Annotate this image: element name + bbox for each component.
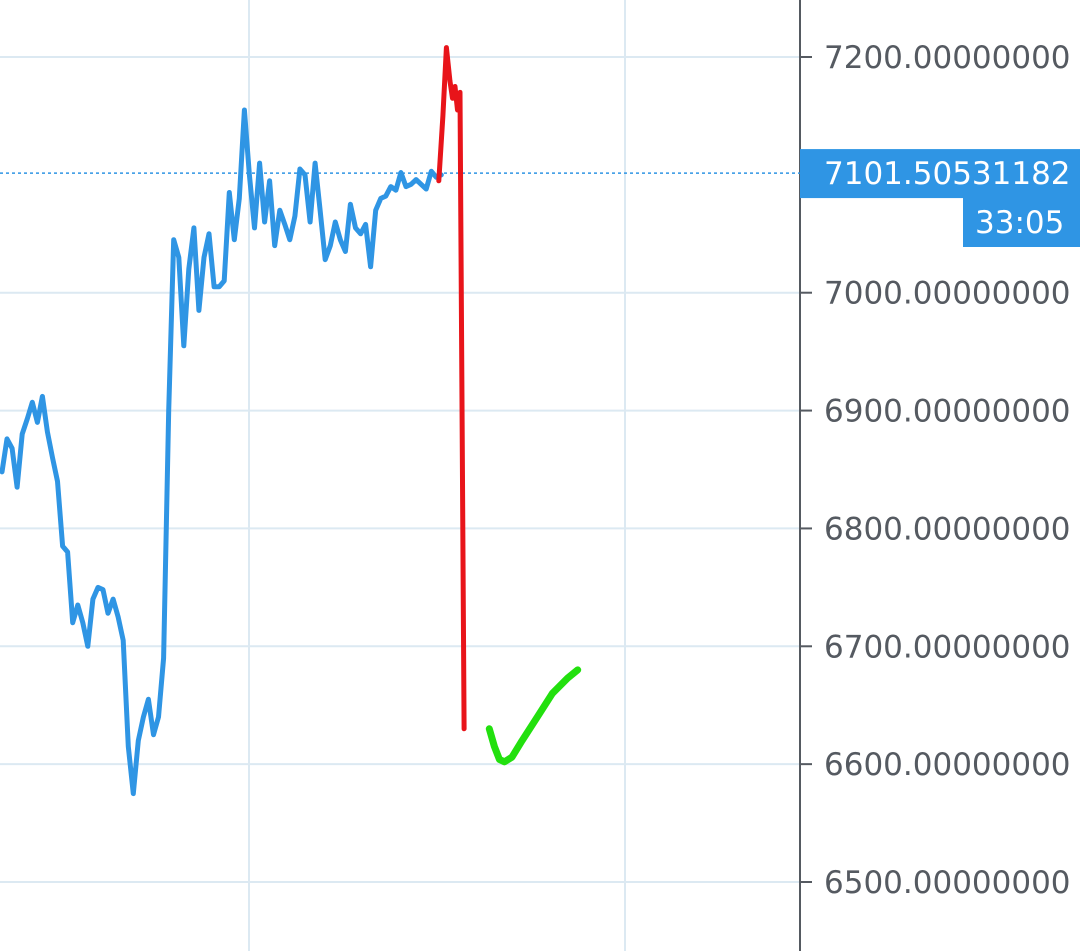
- series-line-1: [0, 107, 444, 797]
- series-line-2: [436, 45, 467, 732]
- y-tick-label: 7000.00000000: [824, 276, 1071, 312]
- current-price-label: 7101.50531182: [824, 156, 1071, 192]
- y-tick-label: 6500.00000000: [824, 865, 1071, 901]
- series-line-3: [485, 666, 582, 766]
- countdown-badge: [963, 197, 1080, 247]
- y-tick-label: 6600.00000000: [824, 747, 1071, 783]
- countdown-label: 33:05: [975, 205, 1064, 241]
- y-tick-label: 6900.00000000: [824, 394, 1071, 430]
- y-tick-label: 6800.00000000: [824, 511, 1071, 547]
- y-tick-label: 7200.00000000: [824, 40, 1071, 76]
- y-tick-label: 6700.00000000: [824, 629, 1071, 665]
- current-price-badge: [800, 149, 1080, 199]
